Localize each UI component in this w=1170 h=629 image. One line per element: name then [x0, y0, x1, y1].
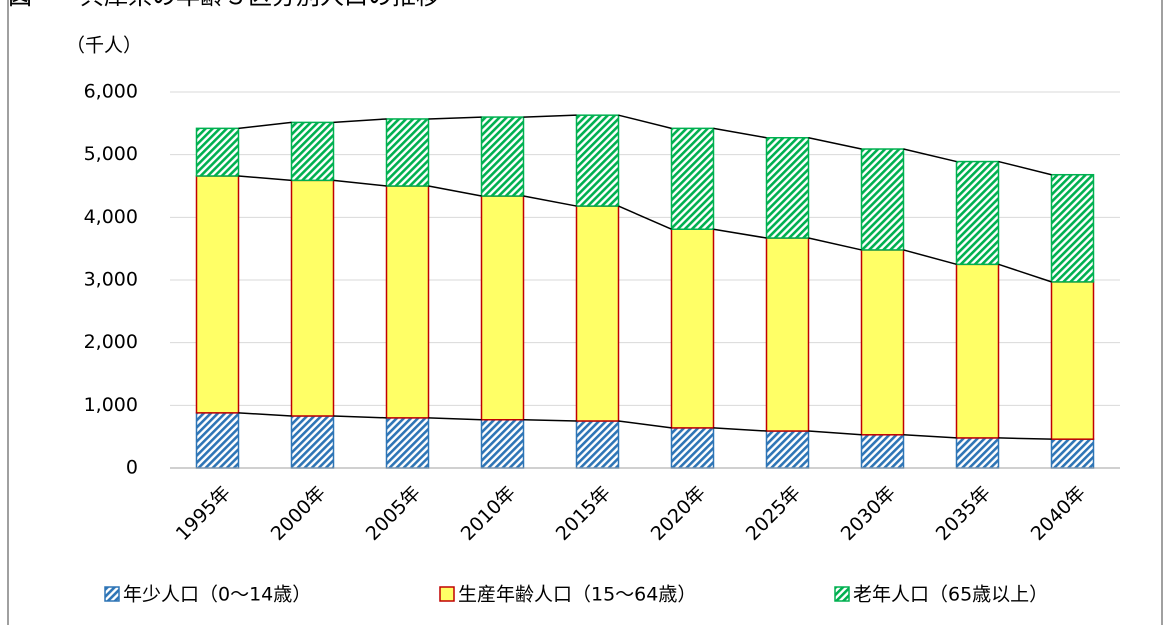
bar-segment — [195, 127, 240, 177]
bar-segment — [955, 160, 1000, 266]
connector-line — [618, 114, 672, 130]
y-tick-label: 0 — [126, 457, 138, 479]
connector-line — [713, 427, 767, 432]
connector-line — [903, 148, 957, 163]
connector-line — [998, 263, 1052, 283]
legend-swatch — [439, 586, 455, 602]
bar-segment — [290, 121, 335, 182]
bar-segment — [385, 185, 430, 419]
connector-line — [903, 249, 957, 266]
x-tick-label: 2000年 — [267, 482, 330, 545]
connector-line — [333, 118, 387, 124]
bar-segment — [670, 228, 715, 429]
connector-line — [713, 228, 767, 239]
bar-segment — [195, 412, 240, 469]
bar-segment — [670, 427, 715, 469]
y-axis-label: （千人） — [66, 35, 142, 57]
bar-segment — [195, 175, 240, 414]
connector-line — [238, 175, 292, 182]
bar-segment — [955, 263, 1000, 439]
x-tick-label: 2020年 — [647, 482, 710, 545]
legend-swatch — [104, 586, 120, 602]
bar-segment — [575, 420, 620, 469]
bar-segment — [575, 205, 620, 422]
connector-line — [523, 195, 577, 207]
chart-frame — [7, 0, 1163, 629]
bar-segment — [1050, 173, 1095, 283]
bar-segment — [860, 148, 905, 251]
connector-line — [333, 415, 387, 419]
bar-segment — [765, 237, 810, 432]
connector-line — [618, 205, 672, 230]
legend-swatch — [834, 586, 850, 602]
legend-label: 年少人口（0～14歳） — [123, 584, 311, 606]
bar-segment — [290, 179, 335, 417]
bar-segment — [480, 116, 525, 197]
bar-segment — [575, 114, 620, 207]
x-tick-label: 1995年 — [172, 482, 235, 545]
legend-label: 老年人口（65歳以上） — [853, 584, 1048, 606]
bar-segment — [860, 249, 905, 436]
connector-line — [808, 237, 862, 251]
y-tick-label: 5,000 — [84, 143, 138, 165]
x-tick-label: 2005年 — [362, 482, 425, 545]
bar-segment — [1050, 281, 1095, 440]
x-tick-label: 2030年 — [837, 482, 900, 545]
connector-line — [428, 116, 482, 120]
bar-segment — [765, 136, 810, 239]
y-tick-label: 3,000 — [84, 269, 138, 291]
y-tick-label: 2,000 — [84, 331, 138, 353]
legend-label: 生産年齢人口（15～64歳） — [458, 584, 696, 606]
y-tick-label: 1,000 — [84, 394, 138, 416]
chart-title: 図 兵庫県の年齢３区分別人口の推移 — [8, 0, 440, 10]
bar-segment — [480, 195, 525, 421]
bar-segment — [765, 430, 810, 469]
bar-segment — [1050, 438, 1095, 469]
x-tick-label: 2010年 — [457, 482, 520, 545]
connector-line — [238, 412, 292, 417]
connector-line — [428, 185, 482, 197]
x-tick-label: 2015年 — [552, 482, 615, 545]
bar-segment — [480, 418, 525, 469]
bar-segment — [290, 415, 335, 469]
connector-line — [808, 137, 862, 150]
bar-segment — [385, 417, 430, 469]
connector-line — [618, 420, 672, 429]
connector-line — [333, 179, 387, 187]
connector-line — [523, 418, 577, 422]
connector-line — [808, 430, 862, 436]
connector-line — [903, 434, 957, 439]
bar-segment — [385, 118, 430, 187]
connector-line — [523, 114, 577, 118]
connector-line — [998, 437, 1052, 440]
connector-line — [238, 121, 292, 130]
bar-segment — [670, 127, 715, 230]
y-tick-label: 6,000 — [84, 81, 138, 103]
y-tick-label: 4,000 — [84, 206, 138, 228]
x-tick-label: 2035年 — [932, 482, 995, 545]
bar-segment — [955, 437, 1000, 469]
connector-line — [713, 127, 767, 139]
connector-line — [998, 160, 1052, 176]
connector-line — [428, 417, 482, 421]
x-tick-label: 2025年 — [742, 482, 805, 545]
x-tick-label: 2040年 — [1027, 482, 1090, 545]
bar-segment — [860, 434, 905, 469]
